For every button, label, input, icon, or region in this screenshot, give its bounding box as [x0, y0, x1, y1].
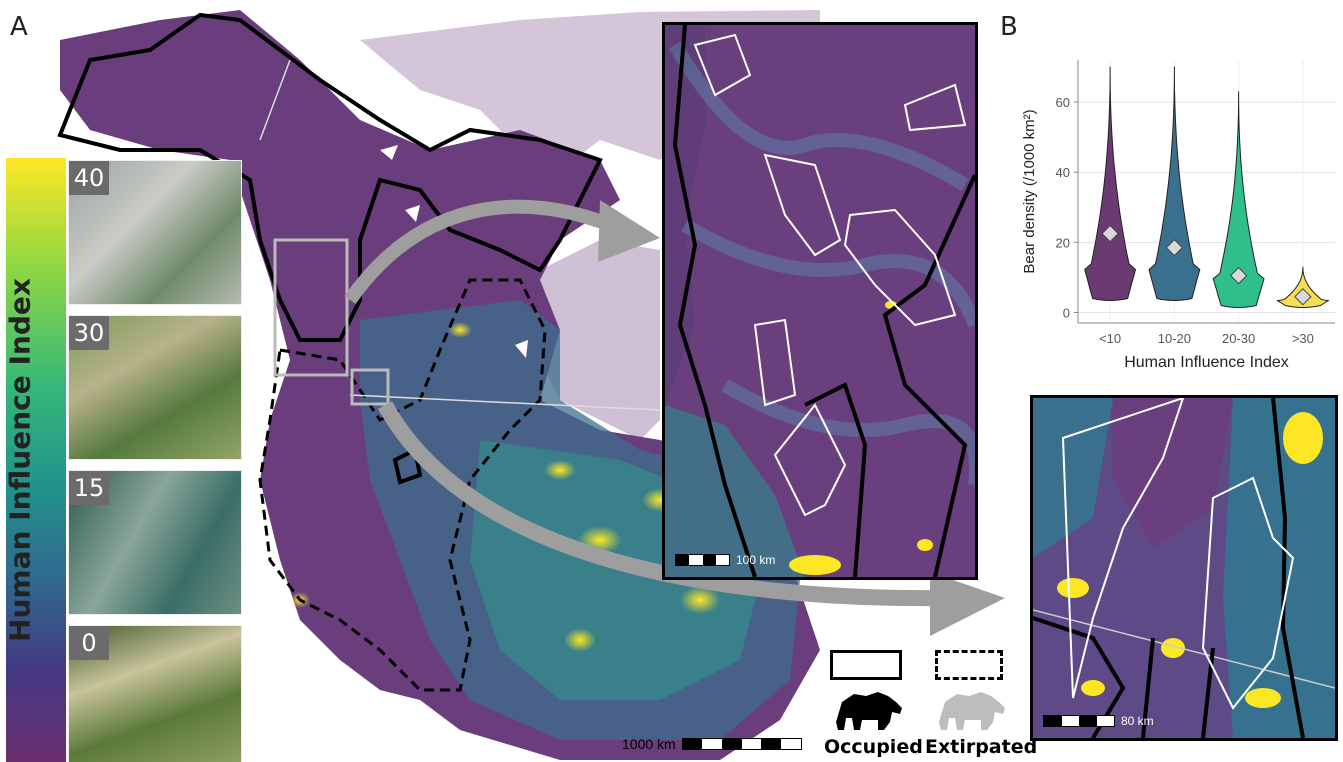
map-scale-label: 1000 km [622, 736, 676, 752]
south-inset-map: 80 km [1030, 395, 1338, 741]
legend-extirpated-swatch [935, 650, 1003, 680]
thumbnail-hii-15: 15 [68, 470, 242, 615]
legend-occupied-label: Occupied [824, 736, 923, 758]
legend-occupied-swatch [830, 650, 902, 680]
x-tick-label: 20-30 [1222, 331, 1255, 346]
y-tick-label: 60 [1056, 95, 1070, 110]
occupied-bear-icon [836, 692, 902, 730]
extirpated-bear-icon [939, 692, 1005, 730]
colorbar-title: Human Influence Index [3, 278, 37, 642]
y-tick-label: 40 [1056, 165, 1070, 180]
x-axis-title: Human Influence Index [1124, 354, 1289, 371]
mean-marker [1294, 287, 1312, 306]
legend-extirpated-label: Extirpated [925, 736, 1038, 758]
x-tick-label: 10-20 [1158, 331, 1191, 346]
mean-marker [1165, 238, 1184, 257]
north-inset-scale-label: 100 km [736, 553, 776, 567]
south-inset-scalebar: 80 km [1043, 714, 1154, 728]
panel-label-b: B [1000, 12, 1018, 42]
y-tick-label: 20 [1056, 235, 1070, 250]
violin->30 [1276, 266, 1330, 308]
eastern-canada [540, 240, 660, 440]
north-inset-source-box [273, 238, 349, 377]
panel-label-a: A [10, 12, 28, 42]
thumbnail-hii-40: 40 [68, 160, 242, 305]
thumbnail-label: 15 [69, 471, 109, 505]
violin-20-30 [1212, 91, 1265, 308]
x-tick-label: <10 [1099, 331, 1121, 346]
arrow-to-north-inset [344, 199, 613, 305]
y-tick-label: 0 [1063, 305, 1070, 320]
x-tick-label: >30 [1292, 331, 1314, 346]
arrow-to-south-inset [377, 401, 941, 607]
extirpated-range [258, 278, 547, 692]
thumbnail-hii-30: 30 [68, 315, 242, 460]
thumbnail-label: 30 [69, 316, 109, 350]
thumbnail-hii-0: 0 [68, 625, 242, 762]
south-inset-source-box [350, 368, 390, 406]
y-axis-title: Bear density (/1000 km²) [1021, 109, 1038, 273]
thumbnail-label: 0 [69, 626, 109, 660]
occupied-range [57, 12, 603, 342]
north-inset-map: 100 km [662, 22, 978, 580]
violin-<10 [1084, 66, 1137, 301]
violin-10-20 [1148, 66, 1201, 301]
mean-marker [1229, 266, 1248, 285]
human-influence-colorbar [6, 158, 66, 762]
south-inset-scale-label: 80 km [1121, 714, 1154, 728]
map-scalebar: 1000 km [622, 736, 802, 752]
north-inset-scalebar: 100 km [675, 553, 775, 567]
mean-marker [1101, 224, 1119, 243]
thumbnail-label: 40 [69, 161, 109, 195]
